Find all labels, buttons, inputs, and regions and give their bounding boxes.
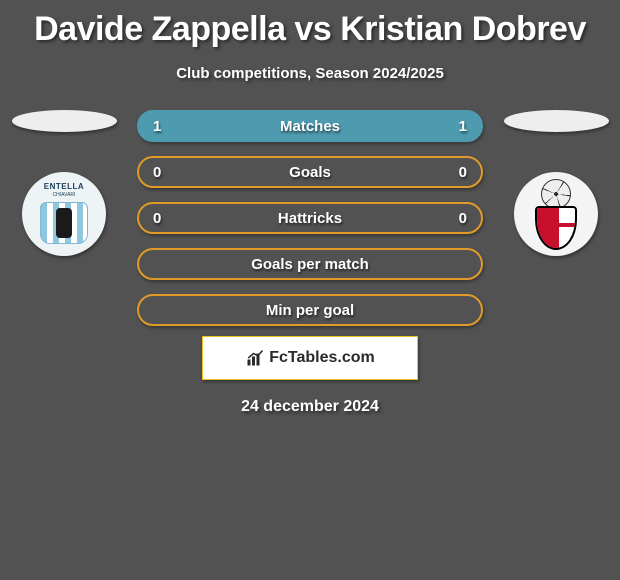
right-player-column xyxy=(501,110,611,256)
fctables-logo-icon xyxy=(245,349,265,367)
comparison-row: ENTELLA CHIAVARI 1 Matches 1 0 Goals 0 0 Hattri… xyxy=(0,110,620,326)
stat-bar: 0 Hattricks 0 xyxy=(137,202,483,234)
stat-bar: Goals per match xyxy=(137,248,483,280)
left-country-flag xyxy=(12,110,117,132)
left-club-badge: ENTELLA CHIAVARI xyxy=(22,172,106,256)
stat-right-value: 0 xyxy=(459,164,467,181)
stat-label: Min per goal xyxy=(266,302,354,319)
right-club-badge xyxy=(514,172,598,256)
stat-left-value: 0 xyxy=(153,210,161,227)
stat-right-value: 1 xyxy=(459,118,467,135)
left-player-column: ENTELLA CHIAVARI xyxy=(9,110,119,256)
brand-watermark: FcTables.com xyxy=(202,336,418,380)
stat-label: Goals xyxy=(289,164,331,181)
stat-left-value: 1 xyxy=(153,118,161,135)
left-club-figure xyxy=(56,208,72,238)
stat-bar: 0 Goals 0 xyxy=(137,156,483,188)
brand-text: FcTables.com xyxy=(269,349,375,367)
page-subtitle: Club competitions, Season 2024/2025 xyxy=(0,65,620,82)
stat-right-value: 0 xyxy=(459,210,467,227)
stat-label: Hattricks xyxy=(278,210,342,227)
stat-bar: Min per goal xyxy=(137,294,483,326)
right-club-ball-icon xyxy=(541,179,571,209)
stat-left-value: 0 xyxy=(153,164,161,181)
snapshot-date: 24 december 2024 xyxy=(0,398,620,416)
page-title: Davide Zappella vs Kristian Dobrev xyxy=(0,0,620,49)
left-club-name: ENTELLA xyxy=(22,182,106,191)
stat-label: Goals per match xyxy=(251,256,369,273)
right-country-flag xyxy=(504,110,609,132)
stat-bar: 1 Matches 1 xyxy=(137,110,483,142)
stats-panel: 1 Matches 1 0 Goals 0 0 Hattricks 0 Goals per mat… xyxy=(137,110,483,326)
right-club-shield xyxy=(535,206,577,250)
stat-label: Matches xyxy=(280,118,340,135)
left-club-subname: CHIAVARI xyxy=(22,192,106,198)
